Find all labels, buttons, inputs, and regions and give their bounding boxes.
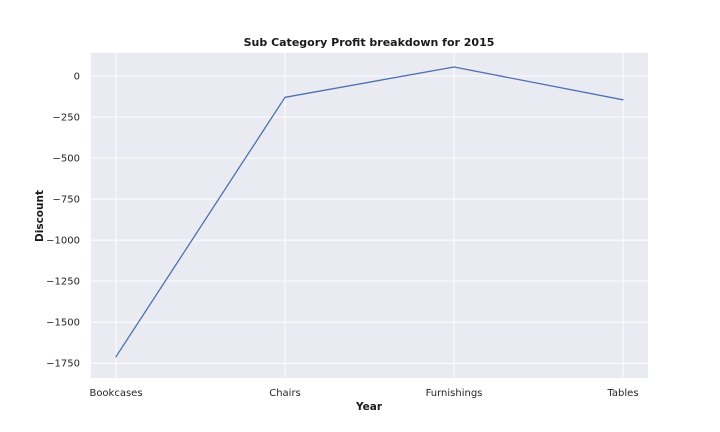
y-tick-label: 0 <box>74 71 80 82</box>
plot-area <box>91 53 648 378</box>
series-line <box>115 66 624 358</box>
y-tick-labels: 0 −250 −500 −750 −1000 −1250 −1500 −1750 <box>46 71 80 369</box>
y-tick-label: −250 <box>53 113 80 124</box>
y-tick-label: −750 <box>53 195 80 206</box>
x-tick-label: Chairs <box>269 388 301 399</box>
y-tick-label: −1500 <box>46 318 80 329</box>
series-layer <box>115 66 624 358</box>
x-tick-label: Furnishings <box>426 388 483 399</box>
x-tick-labels: Bookcases Chairs Furnishings Tables <box>89 388 638 399</box>
y-tick-label: −500 <box>53 154 80 165</box>
chart-title: Sub Category Profit breakdown for 2015 <box>244 36 495 49</box>
y-axis-label: Discount <box>34 190 46 242</box>
y-tick-label: −1250 <box>46 277 80 288</box>
grid-lines <box>91 53 648 378</box>
x-axis-label: Year <box>355 401 383 413</box>
x-tick-label: Tables <box>606 388 638 399</box>
x-tick-label: Bookcases <box>89 388 142 399</box>
y-tick-label: −1750 <box>46 359 80 370</box>
y-tick-label: −1000 <box>46 236 80 247</box>
